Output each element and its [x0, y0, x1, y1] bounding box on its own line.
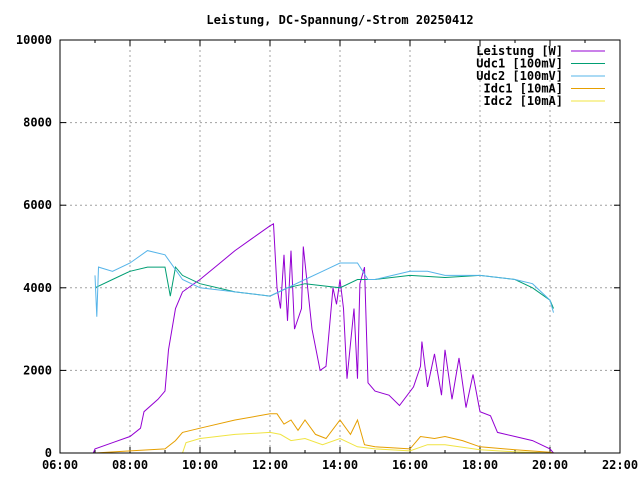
plot-frame: [59, 39, 621, 454]
x-tick-label: 06:00: [42, 458, 78, 472]
series-lines: [92, 222, 554, 454]
y-tick-label: 0: [45, 446, 52, 460]
y-tick-label: 4000: [23, 281, 52, 295]
legend-label: Udc1 [100mV]: [476, 57, 563, 71]
series-line-2: [94, 250, 554, 317]
legend-label: Idc2 [10mA]: [484, 94, 563, 108]
chart-title: Leistung, DC-Spannung/-Strom 20250412: [206, 13, 473, 27]
x-tick-label: 16:00: [392, 458, 428, 472]
x-tick-label: 20:00: [532, 458, 568, 472]
y-tick-label: 2000: [23, 363, 52, 377]
x-tick-label: 08:00: [112, 458, 148, 472]
series-line-0: [92, 222, 554, 454]
legend-label: Udc2 [100mV]: [476, 69, 563, 83]
x-tick-label: 10:00: [182, 458, 218, 472]
y-tick-label: 8000: [23, 116, 52, 130]
series-line-3: [94, 413, 554, 454]
legend: Leistung [W]Udc1 [100mV]Udc2 [100mV]Idc1…: [476, 44, 605, 108]
legend-label: Idc1 [10mA]: [484, 82, 563, 96]
series-line-1: [94, 265, 554, 309]
x-tick-label: 22:00: [602, 458, 638, 472]
x-tick-label: 12:00: [252, 458, 288, 472]
axis-ticks: 06:00 08:00 10:00 12:00 14:00 16:00 18:00 20:00…: [16, 33, 638, 472]
series-line-4: [95, 431, 551, 454]
y-tick-label: 10000: [16, 33, 52, 47]
x-tick-label: 18:00: [462, 458, 498, 472]
y-tick-label: 6000: [23, 198, 52, 212]
legend-label: Leistung [W]: [476, 44, 563, 58]
x-tick-label: 14:00: [322, 458, 358, 472]
